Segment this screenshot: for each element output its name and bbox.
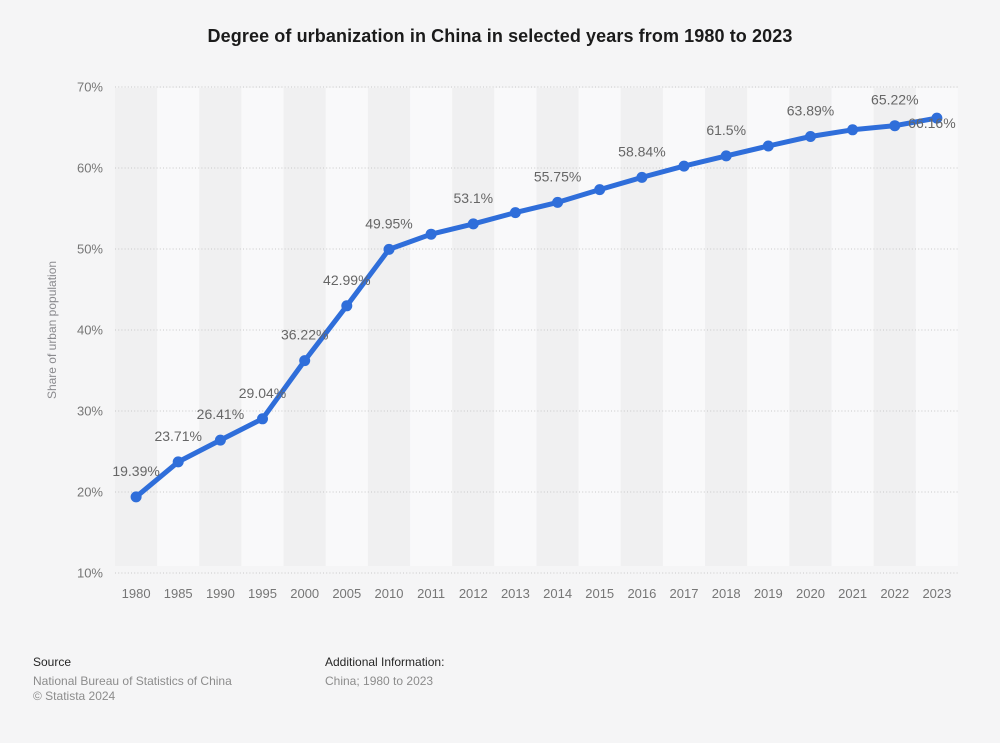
y-tick-label: 60% bbox=[77, 161, 103, 176]
data-point-label: 42.99% bbox=[323, 272, 370, 288]
data-point bbox=[341, 300, 353, 312]
x-tick-label: 2021 bbox=[838, 586, 867, 601]
x-tick-label: 1985 bbox=[164, 586, 193, 601]
plot-band bbox=[494, 88, 537, 566]
additional-info-value: China; 1980 to 2023 bbox=[325, 673, 434, 688]
data-point bbox=[467, 218, 479, 230]
y-tick-label: 40% bbox=[77, 323, 103, 338]
data-point-label: 26.41% bbox=[197, 406, 244, 422]
plot-band bbox=[241, 88, 284, 566]
data-point bbox=[383, 243, 395, 255]
data-point-label: 63.89% bbox=[787, 103, 834, 119]
source-name: National Bureau of Statistics of China bbox=[33, 673, 232, 688]
plot-band bbox=[620, 88, 663, 566]
data-point-label: 61.5% bbox=[706, 122, 746, 138]
data-point bbox=[720, 150, 732, 162]
plot-band bbox=[915, 88, 958, 566]
data-point-label: 58.84% bbox=[618, 143, 665, 159]
y-tick-label: 10% bbox=[77, 566, 103, 581]
data-point bbox=[172, 456, 184, 468]
plot-band bbox=[536, 88, 579, 566]
x-tick-label: 2017 bbox=[670, 586, 699, 601]
x-tick-label: 2023 bbox=[922, 586, 951, 601]
data-point bbox=[636, 171, 648, 183]
x-tick-label: 2020 bbox=[796, 586, 825, 601]
source-block: Source National Bureau of Statistics of … bbox=[33, 655, 232, 705]
data-point bbox=[762, 140, 774, 152]
x-tick-label: 2015 bbox=[585, 586, 614, 601]
data-point-label: 66.16% bbox=[908, 115, 955, 131]
data-point-label: 23.71% bbox=[154, 428, 201, 444]
y-tick-label: 30% bbox=[77, 404, 103, 419]
x-tick-label: 1995 bbox=[248, 586, 277, 601]
data-point bbox=[594, 184, 606, 196]
data-point bbox=[299, 355, 311, 367]
plot-band bbox=[873, 88, 916, 566]
x-tick-label: 2019 bbox=[754, 586, 783, 601]
plot-band bbox=[157, 88, 200, 566]
x-tick-label: 2011 bbox=[417, 586, 445, 601]
data-point-label: 19.39% bbox=[112, 463, 159, 479]
data-point bbox=[847, 124, 859, 136]
plot-band bbox=[662, 88, 705, 566]
x-tick-label: 2010 bbox=[375, 586, 404, 601]
x-tick-label: 1990 bbox=[206, 586, 235, 601]
data-point bbox=[552, 196, 564, 208]
data-point bbox=[257, 413, 268, 425]
y-tick-label: 50% bbox=[77, 242, 103, 257]
x-tick-label: 2014 bbox=[543, 586, 572, 601]
plot-band bbox=[831, 88, 874, 566]
data-point bbox=[425, 228, 437, 240]
data-point-label: 49.95% bbox=[365, 215, 412, 231]
x-tick-label: 2022 bbox=[880, 586, 909, 601]
plot-band bbox=[410, 88, 453, 566]
x-tick-label: 2013 bbox=[501, 586, 530, 601]
data-point bbox=[889, 120, 901, 132]
plot-band bbox=[789, 88, 832, 566]
plot-band bbox=[452, 88, 495, 566]
y-tick-label: 70% bbox=[77, 80, 103, 95]
plot-band bbox=[367, 88, 410, 566]
data-point-label: 55.75% bbox=[534, 168, 581, 184]
data-point-label: 65.22% bbox=[871, 92, 918, 108]
copyright-notice: © Statista 2024 bbox=[33, 689, 116, 703]
urbanization-line-chart: 10% 20% 30% 40% 50% 60% 70% 1980 1985 1990 1995 200… bbox=[77, 80, 958, 601]
data-point bbox=[678, 160, 690, 172]
x-tick-label: 2000 bbox=[290, 586, 319, 601]
chart-title: Degree of urbanization in China in selec… bbox=[207, 26, 793, 46]
data-point bbox=[214, 434, 226, 446]
x-tick-label: 2018 bbox=[712, 586, 741, 601]
series-line bbox=[133, 115, 940, 500]
data-point bbox=[509, 207, 521, 219]
source-label: Source bbox=[33, 655, 72, 669]
x-tick-label: 2016 bbox=[627, 586, 656, 601]
data-point-label: 29.04% bbox=[239, 385, 286, 401]
plot-band bbox=[199, 88, 242, 566]
additional-info-block: Additional Information: China; 1980 to 2… bbox=[325, 655, 444, 689]
data-point bbox=[931, 112, 943, 124]
plot-band bbox=[747, 88, 790, 566]
plot-band bbox=[705, 88, 748, 566]
data-point bbox=[130, 491, 142, 503]
x-tick-label: 2012 bbox=[459, 586, 488, 601]
data-point-label: 53.1% bbox=[453, 190, 493, 206]
plot-band bbox=[578, 88, 621, 566]
additional-info-label: Additional Information: bbox=[325, 655, 445, 669]
data-point-label: 36.22% bbox=[281, 327, 328, 343]
y-tick-label: 20% bbox=[77, 485, 103, 500]
data-point bbox=[805, 131, 816, 142]
x-tick-label: 1980 bbox=[122, 586, 151, 601]
x-tick-label: 2005 bbox=[332, 586, 361, 601]
